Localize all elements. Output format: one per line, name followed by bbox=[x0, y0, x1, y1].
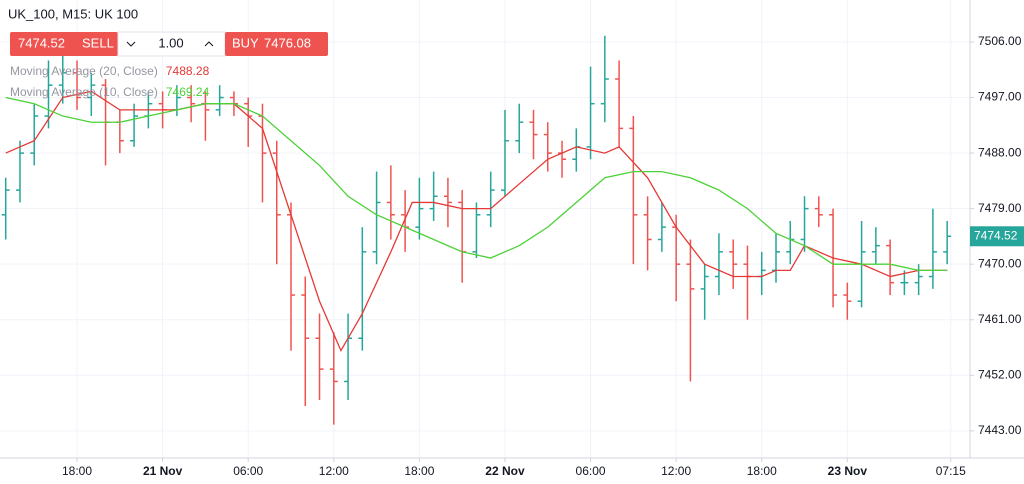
chart-title: UK_100, M15: UK 100 bbox=[8, 6, 138, 21]
sell-button[interactable] bbox=[10, 32, 118, 56]
legend-label: Moving Average (20, Close) bbox=[10, 64, 158, 78]
sell-label[interactable]: SELL bbox=[82, 35, 114, 50]
axes: 7443.00 7452.00 7461.00 7470.00 7479.00 7488.… bbox=[62, 34, 1024, 478]
last-price-box bbox=[970, 226, 1024, 247]
x-tick-label: 22 Nov bbox=[485, 464, 525, 478]
y-tick-label: 7506.00 bbox=[978, 34, 1022, 48]
moving-average-line bbox=[5, 96, 948, 272]
y-tick-label: 7452.00 bbox=[978, 367, 1022, 381]
x-tick-label: 12:00 bbox=[319, 464, 349, 478]
y-tick-label: 7470.00 bbox=[978, 256, 1022, 270]
buy-button[interactable] bbox=[225, 32, 328, 56]
y-tick-label: 7479.00 bbox=[978, 201, 1022, 215]
legend-label: Moving Average (10, Close) bbox=[10, 85, 158, 99]
last-price-label: 7474.52 bbox=[974, 228, 1018, 242]
y-tick-label: 7488.00 bbox=[978, 145, 1022, 159]
decrease-icon[interactable] bbox=[126, 41, 136, 47]
legend: Moving Average (20, Close) 7488.28 Moving … bbox=[10, 64, 210, 99]
x-tick-label: 18:00 bbox=[62, 464, 92, 478]
x-tick-label: 18:00 bbox=[747, 464, 777, 478]
buy-price[interactable]: 7476.08 bbox=[264, 35, 311, 50]
x-tick-label: 23 Nov bbox=[828, 464, 868, 478]
x-tick-label: 18:00 bbox=[404, 464, 434, 478]
x-tick-label: 12:00 bbox=[661, 464, 691, 478]
sell-price[interactable]: 7474.52 bbox=[18, 35, 65, 50]
x-tick-label: 06:00 bbox=[233, 464, 263, 478]
legend-value: 7469.24 bbox=[166, 85, 210, 99]
quantity[interactable]: 1.00 bbox=[158, 35, 183, 50]
increase-icon[interactable] bbox=[204, 41, 214, 47]
y-tick-label: 7461.00 bbox=[978, 312, 1022, 326]
x-tick-label: 06:00 bbox=[576, 464, 606, 478]
legend-value: 7488.28 bbox=[166, 64, 210, 78]
y-tick-label: 7443.00 bbox=[978, 423, 1022, 437]
plot bbox=[1, 35, 952, 425]
y-tick-label: 7497.00 bbox=[978, 90, 1022, 104]
buy-label[interactable]: BUY bbox=[232, 35, 259, 50]
x-tick-label: 21 Nov bbox=[143, 464, 183, 478]
x-tick-label: 07:15 bbox=[936, 464, 966, 478]
